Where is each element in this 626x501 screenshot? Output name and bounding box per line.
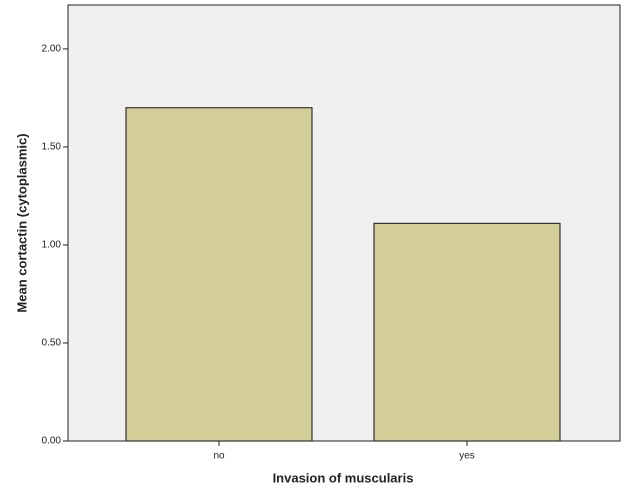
x-axis-title: Invasion of muscularis bbox=[273, 470, 414, 485]
y-axis-title: Mean cortactin (cytoplasmic) bbox=[14, 133, 29, 312]
bar bbox=[373, 222, 561, 442]
y-tick-label: 0.00 bbox=[42, 436, 62, 447]
y-tick-label: 1.50 bbox=[42, 142, 62, 153]
y-tick-label: 1.00 bbox=[42, 240, 62, 251]
x-tick-label: yes bbox=[459, 451, 475, 462]
x-tick-label: no bbox=[213, 451, 225, 462]
y-tick-label: 0.50 bbox=[42, 338, 62, 349]
y-tick-label: 2.00 bbox=[42, 44, 62, 55]
bar bbox=[125, 107, 313, 442]
